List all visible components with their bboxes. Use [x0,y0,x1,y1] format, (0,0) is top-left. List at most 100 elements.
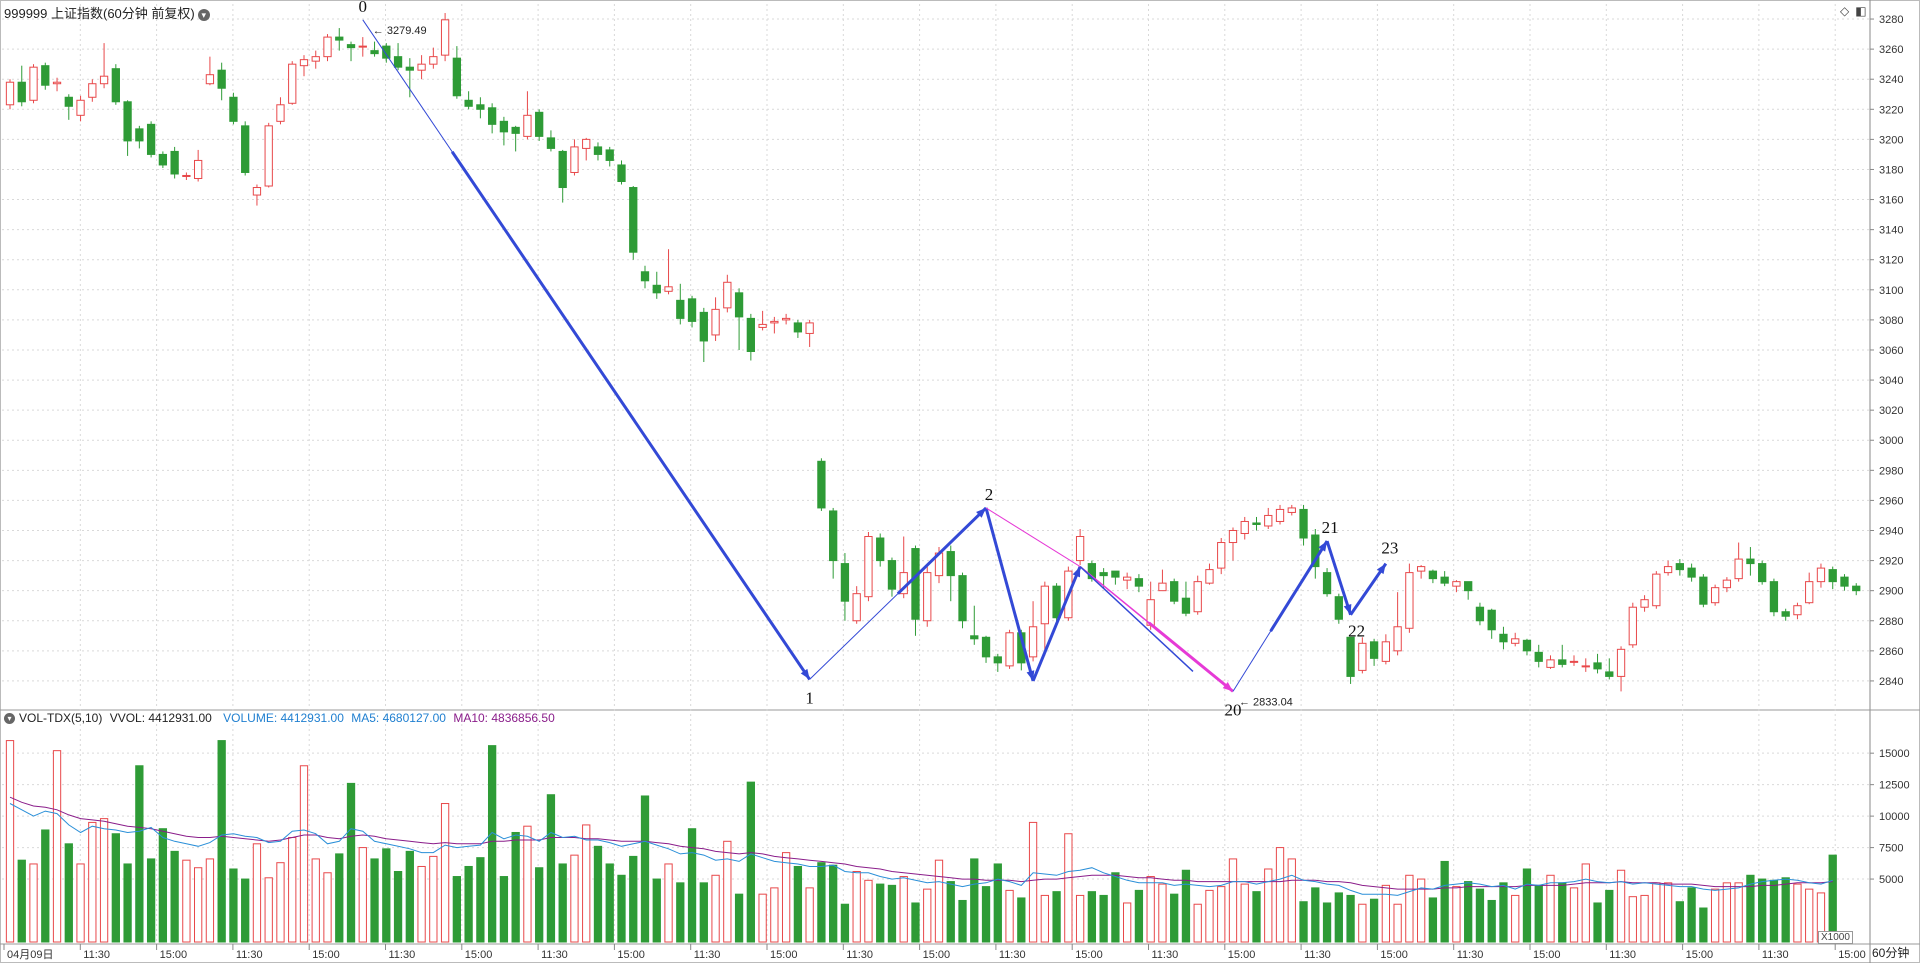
chart-title: 999999 上证指数(60分钟 前复权) ▾ [4,3,210,22]
volume-bar [593,845,603,943]
candle [1111,570,1120,585]
candle-body [664,286,673,292]
volume-bar [535,867,544,943]
volume-bar [911,902,920,943]
candle-body [299,59,309,67]
candle-body [1852,585,1861,592]
candle-body [723,281,732,309]
candle [29,64,38,104]
price-tick-label: 3200 [1879,134,1903,146]
volume-bar [1675,901,1684,943]
volume-bar [1252,891,1261,943]
panel-icon[interactable]: ◧ [1855,4,1867,18]
candle-body [758,323,767,328]
candle [288,61,297,105]
volume-bar [617,874,626,943]
volume-bar [1052,891,1061,943]
candle [1816,563,1826,588]
volume-bar [1381,884,1391,943]
volume-tick-label: 5000 [1879,874,1903,886]
candle-body [1569,660,1579,663]
price-tick-label: 3080 [1879,315,1903,327]
candle-body [1793,605,1802,616]
candle [1181,581,1191,617]
volume-bar [1275,847,1285,943]
volume-bar [429,855,438,943]
volume-bar [817,862,826,943]
ma5-value: MA5: 4680127.00 [351,711,446,725]
high-price-label: ← 3279.49 [373,25,427,37]
volume-bar [1240,883,1249,943]
candle [158,151,168,168]
time-tick-label: 15:00 [1075,949,1103,961]
price-tick-label: 3220 [1879,104,1903,116]
volume-bar [934,859,944,943]
volume-bar [558,863,567,943]
candle-body [194,159,203,179]
time-tick-label: 15:00 [1533,949,1561,961]
volume-bar [1558,882,1567,943]
candle [1746,547,1755,576]
candle [1710,584,1720,606]
time-tick-label: 15:00 [465,949,493,961]
volume-bar [958,899,967,943]
volume-bar [1546,874,1555,943]
candle [1299,504,1308,546]
candle-body [158,153,168,166]
period-label[interactable]: 60分钟 [1872,946,1910,960]
candle [1228,527,1238,561]
candle-body [170,150,179,175]
candle [1569,655,1579,666]
candle [464,91,473,110]
price-tick-label: 2940 [1879,525,1903,537]
volume-bar [570,854,579,943]
candle-body [41,65,50,86]
candle [1722,577,1732,593]
volume-bar [1111,872,1120,943]
volume-bar [5,740,15,943]
volume-bar [734,893,744,943]
wave-label: 22 [1348,622,1365,641]
candle [335,28,344,51]
candle-body [781,317,791,321]
candle [1405,563,1414,633]
time-tick-label: 15:00 [1838,949,1866,961]
volume-bar [676,882,685,943]
candle [970,605,979,645]
candle-body [1299,508,1308,539]
volume-bar [1217,886,1226,943]
volume-bar [723,840,732,943]
candle-body [570,146,579,173]
time-tick-label: 11:30 [846,949,873,961]
candle-body [1193,581,1202,613]
candle [1769,578,1779,617]
candle [1605,658,1614,680]
candle [911,545,920,636]
diamond-icon[interactable]: ◇ [1840,4,1850,18]
candle-body [593,146,603,155]
time-tick-label: 11:30 [999,949,1026,961]
candle-body [182,174,191,177]
candle-body [76,99,85,116]
candle-body [1522,639,1532,652]
candle-body [1028,626,1038,658]
volume-bar [840,903,850,943]
chevron-down-icon[interactable]: ▾ [4,713,15,725]
candle [1416,565,1426,579]
candle [194,149,203,182]
volume-bar [1205,889,1214,943]
volume-bar [1428,897,1438,943]
candle [111,64,120,105]
wave-line-thick [1031,566,1082,682]
candle [1663,560,1673,576]
candle [405,58,414,98]
candle [311,50,320,69]
candle-body [981,636,991,658]
chevron-down-icon[interactable]: ▾ [197,8,210,21]
chart-title-text: 999999 上证指数(60分钟 前复权) [4,6,195,21]
volume-bar [1346,894,1355,943]
price-tick-label: 2980 [1879,465,1903,477]
candle [1699,574,1708,608]
candle [1781,608,1790,621]
candle-body [1334,596,1343,620]
